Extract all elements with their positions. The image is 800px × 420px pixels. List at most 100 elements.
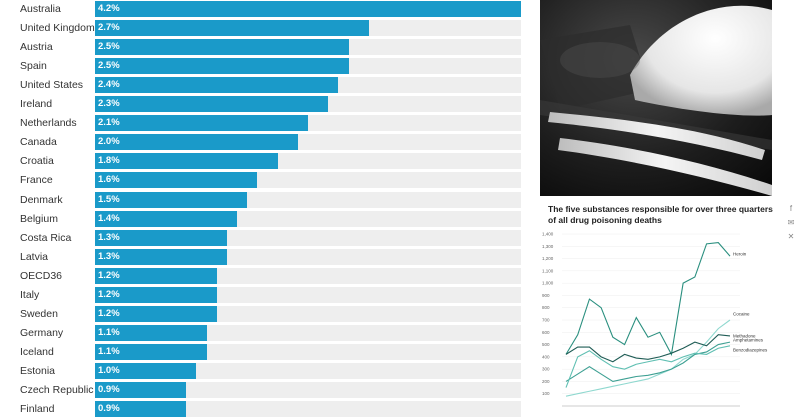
bar-value-label: 2.3%	[98, 98, 120, 110]
country-label: France	[20, 174, 53, 187]
bar-value-label: 1.5%	[98, 193, 120, 205]
line-chart: 1,400 1,300 1,200 1,100 1,000 900 800 700 600 500…	[542, 232, 768, 407]
bar-track: 1.1%	[95, 343, 521, 360]
bar: 1.4%	[95, 210, 237, 227]
bar-value-label: 1.3%	[98, 231, 120, 243]
country-label: Iceland	[20, 345, 54, 358]
bar-value-label: 2.0%	[98, 136, 120, 148]
bar-value-label: 1.1%	[98, 345, 120, 357]
bar: 1.8%	[95, 153, 278, 170]
country-label: Canada	[20, 136, 57, 149]
bar: 1.2%	[95, 267, 217, 284]
country-label: Australia	[20, 3, 61, 15]
bar-value-label: 1.8%	[98, 155, 120, 167]
bar: 2.0%	[95, 134, 298, 151]
bar: 1.6%	[95, 172, 258, 189]
country-label: Sweden	[20, 307, 58, 320]
bar: 1.3%	[95, 229, 227, 246]
y-tick-label: 800	[542, 305, 550, 310]
bar-track: 1.8%	[95, 153, 521, 170]
bar: 1.5%	[95, 191, 248, 208]
bar-value-label: 0.9%	[98, 384, 120, 395]
y-tick-label: 700	[542, 318, 550, 323]
bar-track: 2.5%	[95, 39, 521, 56]
right-panel: The five substances responsible for over…	[540, 0, 800, 420]
drug-photo-image	[540, 0, 772, 196]
bar-track: 1.0%	[95, 362, 521, 379]
share-icons: f ✉ ✕	[786, 204, 796, 246]
bar-value-label: 1.2%	[98, 288, 120, 300]
series-line-benzodiazepines	[565, 345, 731, 388]
bar-track: 4.2%	[95, 1, 521, 17]
country-label: Germany	[20, 326, 64, 339]
bar-value-label: 1.4%	[98, 212, 120, 224]
y-tick-label: 400	[542, 354, 550, 359]
y-tick-label: 500	[542, 342, 550, 347]
bar-track: 1.3%	[95, 248, 521, 265]
series-label-methadone: Methadone	[733, 333, 756, 338]
country-label: Croatia	[20, 155, 54, 168]
bar-track: 2.1%	[95, 115, 521, 132]
country-label: Latvia	[20, 250, 49, 263]
twitter-icon[interactable]: ✕	[787, 232, 795, 241]
bar-value-label: 1.1%	[98, 326, 120, 338]
email-icon[interactable]: ✉	[787, 218, 795, 227]
bar-value-label: 2.1%	[98, 117, 120, 129]
y-tick-label: 200	[542, 379, 550, 384]
y-tick-label: 900	[542, 293, 550, 298]
bar: 2.7%	[95, 20, 369, 37]
bar-track: 1.2%	[95, 286, 521, 303]
bar-track: 1.6%	[95, 172, 521, 189]
series-line-methadone	[565, 334, 731, 363]
bar-track: 1.2%	[95, 305, 521, 322]
y-tick-label: 100	[542, 391, 550, 396]
bar: 4.2%	[95, 1, 521, 17]
bar-value-label: 1.0%	[98, 364, 120, 376]
country-label: Finland	[20, 403, 55, 416]
drug-photo	[540, 0, 772, 196]
country-label: Spain	[20, 60, 47, 73]
bar-value-label: 1.3%	[98, 250, 120, 262]
bar-value-label: 4.2%	[98, 3, 120, 14]
series-line-cocaine	[565, 319, 731, 397]
series-label-cocaine: Cocaine	[733, 312, 750, 317]
y-tick-label: 1,400	[542, 232, 554, 237]
country-label: Austria	[20, 41, 53, 54]
bar: 1.1%	[95, 343, 207, 360]
bar-track: 1.4%	[95, 210, 521, 227]
bar-track: 1.5%	[95, 191, 521, 208]
bar-value-label: 2.5%	[98, 41, 120, 53]
facebook-icon[interactable]: f	[789, 204, 793, 213]
country-label: Ireland	[20, 98, 53, 111]
bar: 1.2%	[95, 286, 217, 303]
bar: 1.1%	[95, 324, 207, 341]
series-line-amphetamines	[565, 341, 731, 383]
bar: 2.4%	[95, 77, 339, 94]
bar-chart: Australia 4.2% United Kingdom 2.7% Austria 2.…	[20, 1, 521, 418]
country-label: Estonia	[20, 364, 56, 377]
y-tick-label: 1,200	[542, 256, 554, 261]
bar-track: 2.0%	[95, 134, 521, 151]
bar: 0.9%	[95, 401, 187, 418]
y-tick-label: 1,100	[542, 268, 554, 273]
country-label: United Kingdom	[20, 22, 95, 35]
bar-value-label: 0.9%	[98, 403, 120, 415]
bar: 0.9%	[95, 382, 187, 398]
bar-track: 0.9%	[95, 382, 521, 398]
y-tick-label: 300	[542, 367, 550, 372]
country-label: Costa Rica	[20, 231, 72, 244]
country-label: Italy	[20, 288, 40, 301]
country-label: OECD36	[20, 269, 63, 282]
chart-title: The five substances responsible for over…	[548, 204, 773, 225]
bar-track: 0.9%	[95, 401, 521, 418]
bar: 2.1%	[95, 115, 308, 132]
bar-value-label: 2.4%	[98, 79, 120, 91]
y-tick-label: 1,000	[542, 281, 554, 286]
bar-value-label: 1.2%	[98, 307, 120, 319]
y-tick-label: 600	[542, 330, 550, 335]
bar-track: 1.1%	[95, 324, 521, 341]
bar-value-label: 2.7%	[98, 22, 120, 34]
bar-track: 2.3%	[95, 96, 521, 113]
bar-track: 2.7%	[95, 20, 521, 37]
country-label: Belgium	[20, 212, 58, 225]
